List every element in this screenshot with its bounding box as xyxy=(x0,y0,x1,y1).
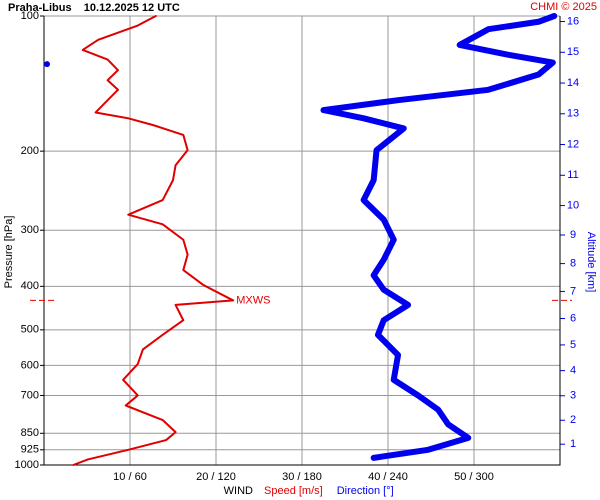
y-tick-label: 850 xyxy=(21,427,39,439)
y2-tick-label: 1 xyxy=(570,438,576,450)
y2-tick-label: 5 xyxy=(570,339,576,351)
y2-tick-label: 8 xyxy=(570,258,576,270)
y2-tick-label: 16 xyxy=(567,15,579,27)
x-tick-label: 50 / 300 xyxy=(454,471,494,483)
x-tick-label: 10 / 60 xyxy=(113,471,147,483)
y2-tick-label: 15 xyxy=(567,46,579,58)
axes-frame xyxy=(43,16,561,466)
y2-tick-label: 9 xyxy=(570,229,576,241)
wind-line xyxy=(72,15,235,466)
y-tick-label: 100 xyxy=(21,10,39,22)
y-tick-label: 300 xyxy=(21,224,39,236)
credit: CHMI © 2025 xyxy=(530,1,597,13)
y-axis-label: Pressure [hPa] xyxy=(3,216,15,289)
y-tick-label: 500 xyxy=(21,324,39,336)
y2-tick-label: 4 xyxy=(570,365,576,377)
marker xyxy=(44,61,50,68)
y2-tick-label: 13 xyxy=(567,108,579,120)
legend-entry: Speed [m/s] xyxy=(264,485,323,497)
x-tick-label: 30 / 180 xyxy=(282,471,322,483)
x-tick-label: 20 / 120 xyxy=(196,471,236,483)
x-axis-label: WIND xyxy=(224,485,253,497)
y2-tick-label: 10 xyxy=(567,199,579,211)
y2-tick-label: 11 xyxy=(567,169,578,181)
y2-tick-label: 14 xyxy=(567,77,579,89)
legend-entry: Direction [°] xyxy=(337,485,394,497)
y2-tick-label: 3 xyxy=(570,390,576,402)
x-tick-label: 40 / 240 xyxy=(368,471,408,483)
y2-tick-label: 12 xyxy=(567,138,579,150)
y-tick-label: 200 xyxy=(21,145,39,157)
y-tick-label: 600 xyxy=(21,359,39,371)
y-tick-label: 700 xyxy=(21,389,39,401)
y-tick-label: 400 xyxy=(21,280,39,292)
y2-tick-label: 2 xyxy=(570,414,576,426)
wind-line xyxy=(320,13,558,461)
y2-tick-label: 6 xyxy=(570,312,576,324)
y-tick-label: 1000 xyxy=(15,459,39,471)
chart-title: Praha-Libus 10.12.2025 12 UTC xyxy=(8,2,180,14)
annotation: MXWS xyxy=(236,294,270,306)
y-tick-label: 925 xyxy=(21,444,39,456)
y2-tick-label: 7 xyxy=(570,285,576,297)
y2-axis-label: Altitude [km] xyxy=(585,232,597,293)
